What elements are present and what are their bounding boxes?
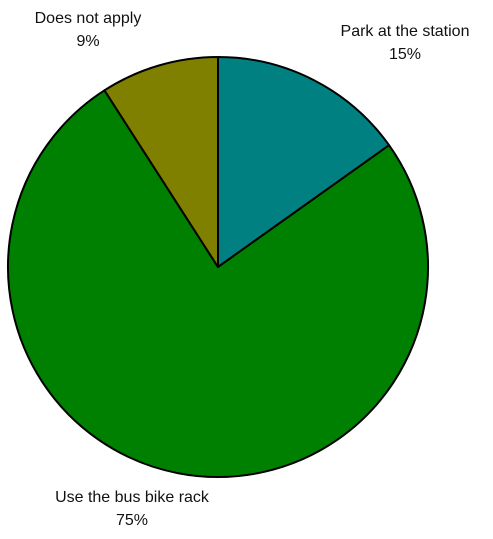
pie-slices — [7, 56, 429, 478]
slice-label-value: 15% — [389, 46, 421, 63]
pie-slice-use-the-bus-bike-rack — [7, 89, 429, 478]
pie-slice-park-at-the-station — [217, 56, 391, 268]
slice-label: Does not apply 9% — [35, 10, 142, 50]
slice-label-name: Park at the station — [341, 23, 470, 40]
slice-label: Park at the station 15% — [341, 23, 470, 63]
slice-label-value: 75% — [116, 512, 148, 529]
pie-slice-does-not-apply — [103, 56, 219, 268]
slice-label-name: Use the bus bike rack — [55, 489, 210, 506]
pie-labels: Park at the station 15% Use the bus bike r… — [35, 10, 470, 529]
slice-label-name: Does not apply — [35, 10, 142, 27]
slice-label-value: 9% — [76, 33, 99, 50]
slice-label: Use the bus bike rack 75% — [55, 489, 210, 529]
